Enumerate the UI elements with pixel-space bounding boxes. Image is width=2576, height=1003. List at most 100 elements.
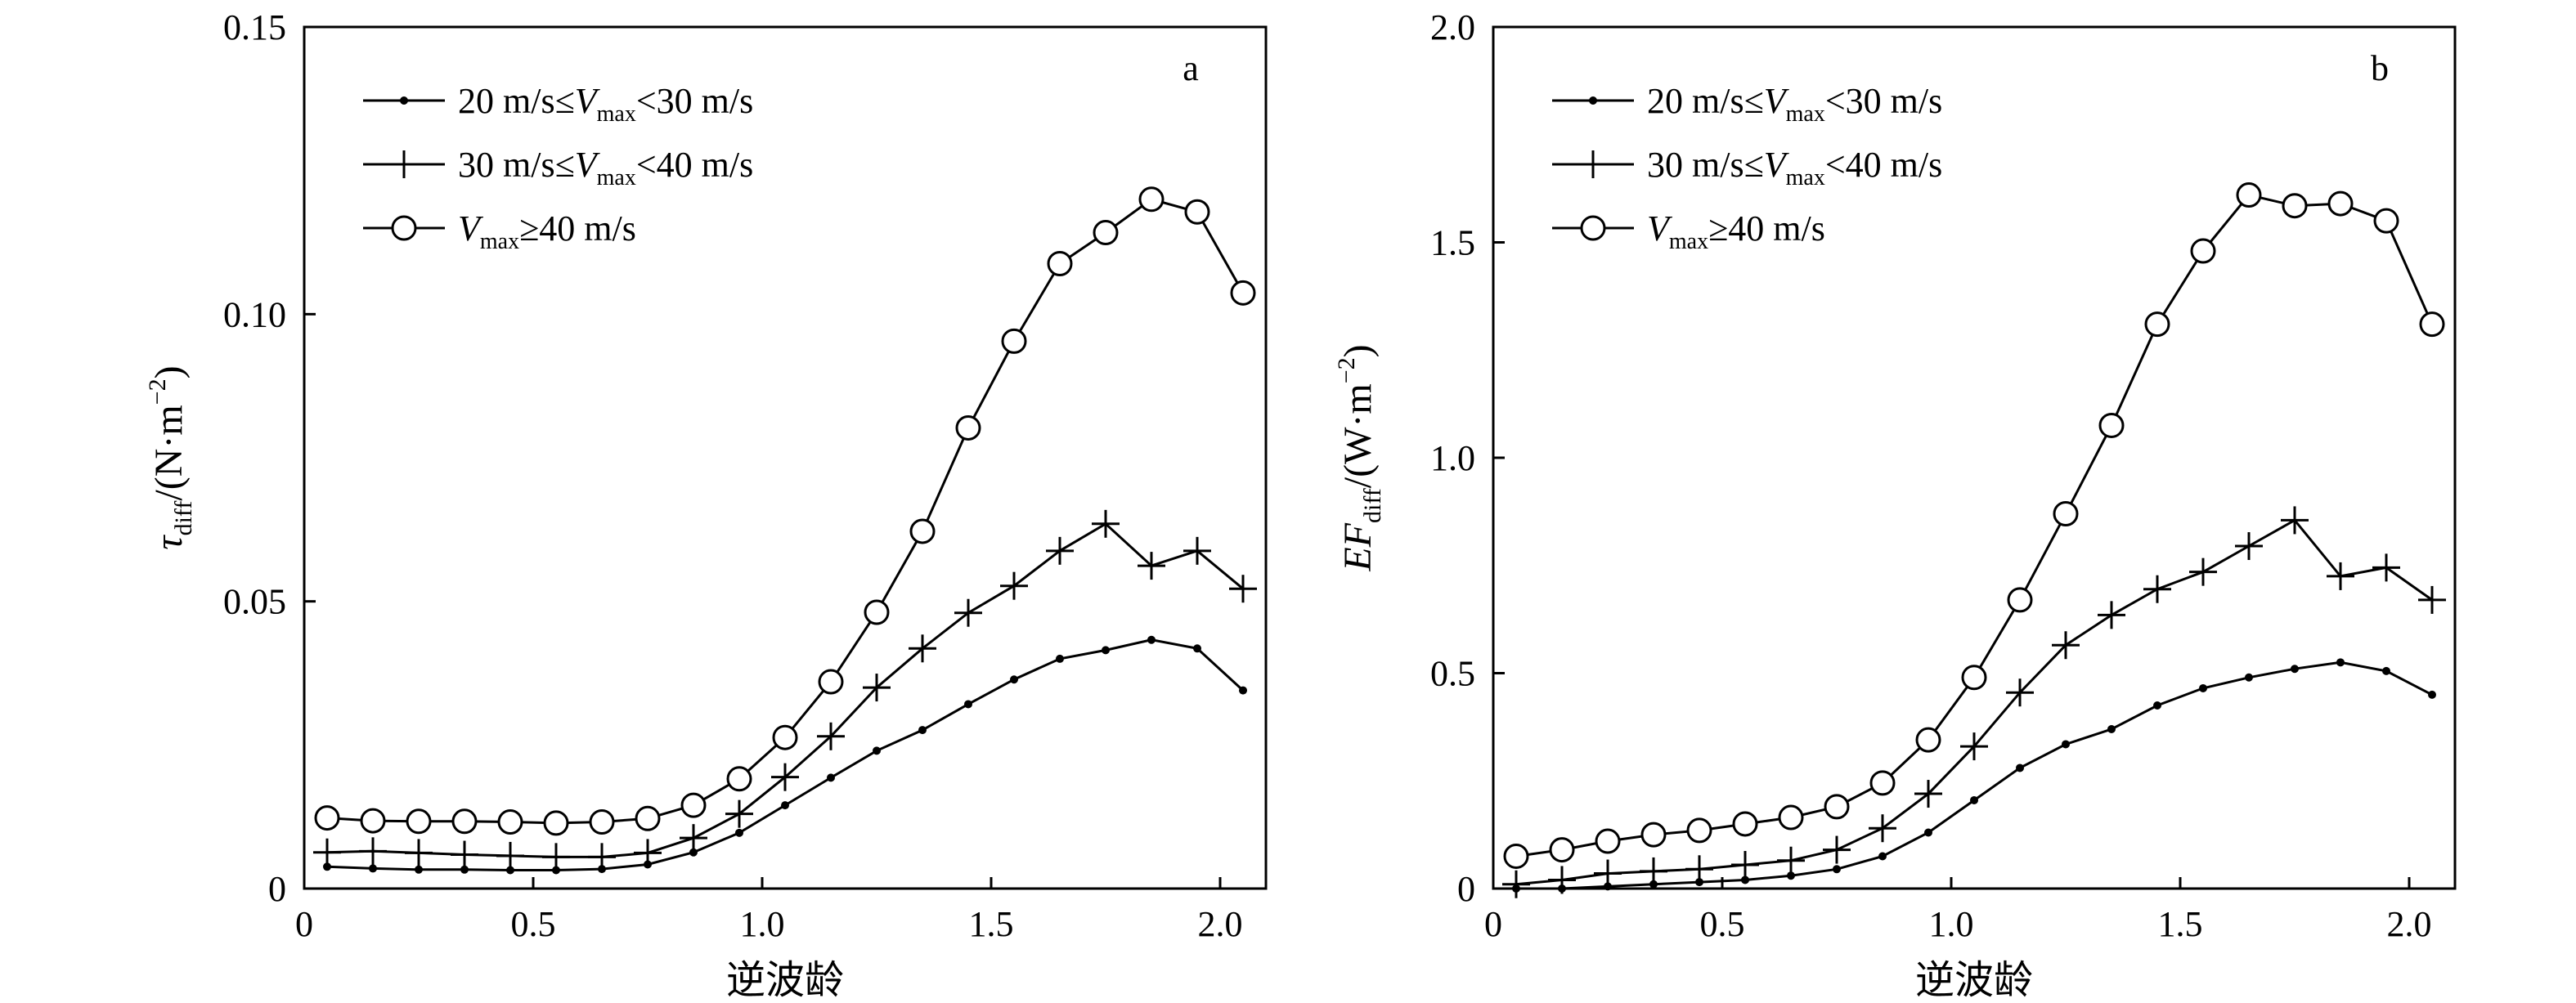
data-point-plus <box>496 841 524 870</box>
legend-text-suffix: <30 m/s <box>1825 81 1942 121</box>
data-point-circle <box>2144 311 2170 338</box>
series-line <box>326 638 1245 871</box>
series-line <box>1516 660 2433 890</box>
data-point-plus <box>1229 575 1257 603</box>
x-tick-label: 2.0 <box>1198 904 1243 944</box>
data-point-dot <box>415 865 423 874</box>
data-point-circle <box>589 808 615 835</box>
data-point-circle <box>864 599 890 625</box>
data-point-circle <box>1184 199 1210 225</box>
data-point-dot <box>2428 690 2436 699</box>
data-point-dot <box>1833 865 1841 874</box>
legend-text-symbol: V <box>1764 145 1790 185</box>
y-axis-symbol: EF <box>1336 522 1380 571</box>
data-point-plus <box>2006 678 2034 707</box>
data-point-plus <box>451 840 478 869</box>
data-point-dot <box>460 865 469 874</box>
legend-label: 30 m/s≤Vmax<40 m/s <box>458 145 753 190</box>
y-tick-label: 0.15 <box>223 7 286 47</box>
data-point-dot <box>2153 701 2161 710</box>
data-point-dot <box>1878 852 1887 861</box>
legend-label: Vmax≥40 m/s <box>1647 208 1825 254</box>
data-point-plus <box>1046 536 1074 565</box>
x-tick-label: 0.5 <box>511 904 556 944</box>
data-point-dot <box>964 700 972 709</box>
legend-text-prefix: 30 m/s≤ <box>1647 145 1764 185</box>
data-point-dot <box>2382 666 2390 675</box>
data-point-circle <box>2098 412 2125 438</box>
x-tick-label: 2.0 <box>2387 904 2432 944</box>
y-axis-label: EFdiff/(W·m−2) <box>1333 344 1386 571</box>
data-point-dot <box>2291 665 2299 674</box>
data-point-plus <box>2098 601 2125 629</box>
data-point-circle <box>1001 328 1027 354</box>
data-point-circle <box>2053 501 2079 527</box>
legend-text-symbol: V <box>575 145 601 185</box>
data-point-dot <box>1193 644 1201 653</box>
data-point-circle <box>1778 804 1804 831</box>
data-point-dot <box>1056 654 1064 663</box>
data-point-plus <box>1183 536 1211 565</box>
data-point-circle <box>406 808 432 835</box>
legend-item: 20 m/s≤Vmax<30 m/s <box>1552 81 1942 127</box>
data-point-dot <box>689 848 698 857</box>
data-point-plus <box>2143 575 2171 603</box>
data-point-plus <box>1685 855 1713 884</box>
chart-panel-a: 0 0.5 1.0 1.5 2.0 0 0.05 0.10 0.15 逆波龄 τdiff/(N·m−… <box>144 7 1268 1002</box>
x-tick-label: 1.5 <box>2158 904 2203 944</box>
y-axis-unit-sup: −2 <box>1333 357 1360 383</box>
data-point-plus <box>1777 846 1805 875</box>
data-point-dot <box>2016 763 2024 772</box>
legend-marker-dot <box>1589 96 1597 105</box>
data-point-plus <box>1594 859 1622 888</box>
data-point-circle <box>772 724 798 750</box>
legend-marker-circle <box>391 215 417 241</box>
legend-text-subscript: max <box>1786 101 1825 127</box>
series-dot <box>1512 658 2436 893</box>
y-axis-label: τdiff/(N·m−2) <box>144 365 197 549</box>
x-tick-label: 1.5 <box>969 904 1014 944</box>
data-point-circle <box>1093 220 1119 246</box>
data-point-dot <box>1741 875 1749 884</box>
y-axis-unit-sup: −2 <box>144 378 171 405</box>
series-plus <box>313 509 1257 871</box>
data-point-plus <box>725 799 753 828</box>
data-point-dot <box>2336 658 2345 667</box>
data-point-plus <box>313 838 341 866</box>
data-point-plus <box>359 837 387 866</box>
legend-text-prefix: 30 m/s≤ <box>458 145 575 185</box>
data-point-circle <box>543 810 569 836</box>
data-point-plus <box>2189 557 2217 586</box>
data-point-dot <box>1787 871 1795 880</box>
data-point-dot <box>781 801 789 810</box>
data-point-dot <box>1970 795 1978 804</box>
data-point-circle <box>680 792 707 818</box>
panel-label: a <box>1183 48 1199 88</box>
legend-item: Vmax≥40 m/s <box>363 208 636 254</box>
data-point-dot <box>506 866 514 875</box>
data-point-dot <box>2107 725 2116 734</box>
legend-item: 20 m/s≤Vmax<30 m/s <box>363 81 753 127</box>
panel-label: b <box>2371 48 2389 88</box>
y-tick-label: 0.5 <box>1430 654 1475 694</box>
y-axis-subscript: diff <box>170 501 197 536</box>
x-axis-label: 逆波龄 <box>1915 959 2033 1002</box>
data-point-circle <box>1047 250 1073 276</box>
data-point-plus <box>2235 532 2263 561</box>
legend-label: 20 m/s≤Vmax<30 m/s <box>458 81 753 127</box>
legend-item: 30 m/s≤Vmax<40 m/s <box>1552 145 1942 190</box>
data-point-dot <box>918 726 927 735</box>
data-point-plus <box>588 843 616 871</box>
legend-label: 20 m/s≤Vmax<30 m/s <box>1647 81 1942 127</box>
data-point-circle <box>955 414 981 441</box>
series-plus <box>1502 506 2446 898</box>
x-axis-label: 逆波龄 <box>726 959 844 1002</box>
data-point-circle <box>1549 837 1575 863</box>
legend-text-prefix: 20 m/s≤ <box>458 81 575 121</box>
data-point-plus <box>634 839 662 867</box>
data-point-circle <box>2007 587 2033 613</box>
data-point-plus <box>1640 857 1667 885</box>
legend-marker-dot <box>400 96 408 105</box>
data-point-circle <box>314 805 340 831</box>
legend-text-symbol: V <box>1764 81 1790 121</box>
